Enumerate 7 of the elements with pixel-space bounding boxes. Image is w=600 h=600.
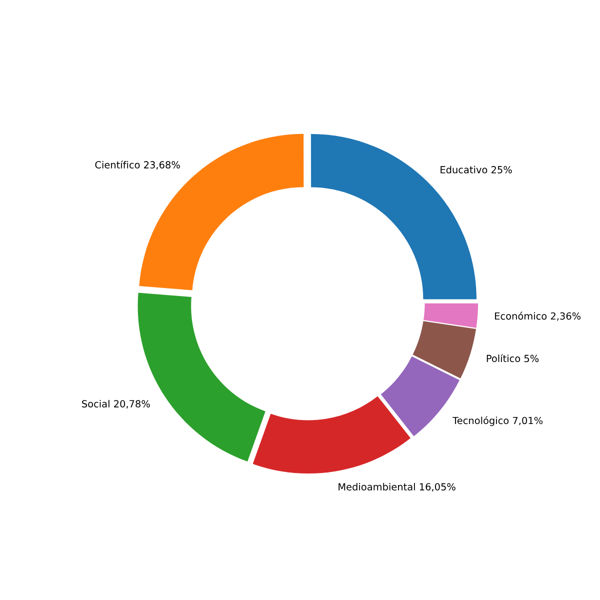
slice-label: Tecnológico 7,01% (452, 416, 543, 426)
slice-label: Político 5% (486, 354, 539, 362)
slice-label: Medioambiental 16,05% (338, 482, 456, 492)
slice-label: Social 20,78% (82, 400, 150, 408)
slice-label: Económico 2,36% (495, 312, 581, 321)
slice-label: Educativo 25% (440, 166, 512, 174)
slice-label: Científico 23,68% (95, 160, 180, 170)
